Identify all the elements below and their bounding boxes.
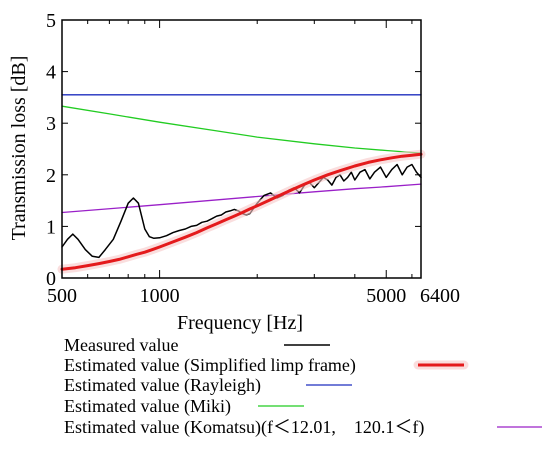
series-line-3 — [61, 105, 422, 154]
legend-label: Estimated value (Rayleigh) — [64, 375, 261, 396]
y-tick-label: 4 — [46, 62, 56, 84]
y-tick-label: 0 — [46, 268, 56, 290]
legend-label: Estimated value (Miki) — [64, 396, 231, 417]
x-axis-title: Frequency [Hz] — [177, 312, 303, 334]
x-tick-label: 5000 — [366, 285, 406, 307]
series-layer — [57, 94, 426, 274]
x-tick-label: 1000 — [140, 285, 180, 307]
legend-label: Measured value — [64, 335, 178, 355]
ticks-layer: 0 1 2 3 4 5 500 1000 5000 6400 — [46, 10, 460, 307]
legend-label: Estimated value (Simplified limp frame) — [64, 355, 356, 376]
x-tick-label: 6400 — [420, 285, 460, 307]
x-tick-label: 500 — [47, 285, 77, 307]
legend-label: Estimated value (Komatsu)(f＜12.01, 120.1… — [64, 417, 424, 438]
series-line-1 — [60, 152, 423, 271]
y-tick-label: 2 — [46, 165, 56, 187]
series-line-4 — [61, 183, 422, 214]
y-tick-label: 3 — [46, 113, 56, 135]
y-axis-title: Transmission loss [dB] — [8, 56, 30, 241]
y-tick-label: 1 — [46, 216, 56, 238]
plot-frame — [61, 19, 422, 279]
y-tick-label: 5 — [46, 10, 56, 32]
